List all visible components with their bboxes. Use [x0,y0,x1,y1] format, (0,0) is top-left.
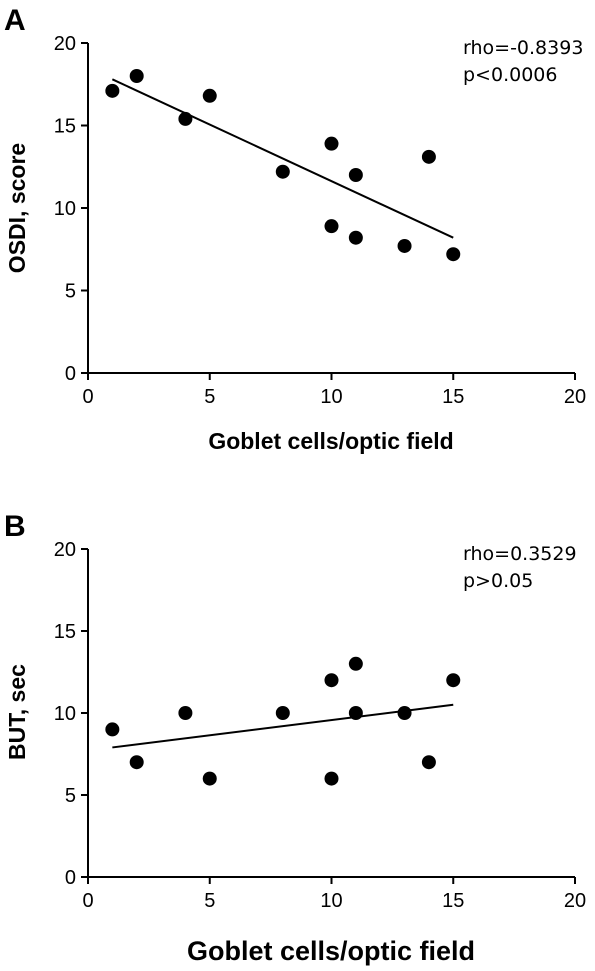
p-value-annotation: p>0.05 [463,570,533,592]
y-axis-title: OSDI, score [4,143,30,273]
p-value-annotation: p<0.0006 [463,64,557,86]
data-point [129,69,144,83]
chart-panel-a: A OSDI, score Goblet cells/optic field r… [4,4,586,454]
x-tick-label: 15 [442,890,464,912]
data-point [178,111,193,126]
data-point [105,722,120,737]
data-point [348,656,363,671]
data-point [129,755,144,770]
y-tick-label: 15 [54,116,76,138]
data-point [202,771,217,786]
data-point [348,230,363,245]
data-point [202,88,217,103]
data-point [421,149,436,164]
x-tick-label: 10 [320,890,342,912]
y-tick-label: 20 [54,33,76,55]
y-tick-label: 0 [65,867,76,889]
x-axis-title: Goblet cells/optic field [208,428,453,454]
data-point [446,247,461,262]
data-point [446,673,461,688]
y-tick-label: 15 [54,621,76,643]
data-point [348,706,363,720]
data-point [397,706,412,720]
y-axis-title: BUT, sec [4,664,30,760]
x-tick-label: 15 [442,386,464,408]
data-point [348,168,363,182]
y-tick-label: 5 [65,281,76,303]
correlation-annotation: rho=0.3529 [463,543,577,565]
y-tick-label: 5 [65,785,76,807]
y-tick-label: 0 [65,363,76,385]
data-point [275,706,290,720]
panel-letter: B [4,510,26,543]
regression-line [111,78,454,239]
x-tick-label: 5 [204,890,215,912]
x-tick-label: 5 [204,386,215,408]
panel-letter: A [4,4,26,37]
y-tick-label: 20 [54,539,76,561]
x-axis-title: Goblet cells/optic field [187,936,475,966]
regression-line [112,703,454,749]
x-tick-label: 0 [82,386,93,408]
data-point [397,238,412,253]
y-tick-label: 10 [54,703,76,725]
data-point [178,706,193,720]
chart-panel-b: B BUT, sec Goblet cells/optic field rho=… [4,510,586,966]
data-point [324,219,339,234]
x-tick-label: 0 [82,890,93,912]
y-tick-label: 10 [54,198,76,220]
x-tick-label: 20 [564,890,586,912]
data-point [105,83,120,98]
x-tick-label: 20 [564,386,586,408]
data-point [324,673,339,688]
correlation-annotation: rho=-0.8393 [463,37,583,59]
x-tick-label: 10 [320,386,342,408]
data-point [324,771,339,786]
data-point [421,755,436,770]
data-point [275,164,290,179]
data-point [324,136,339,151]
